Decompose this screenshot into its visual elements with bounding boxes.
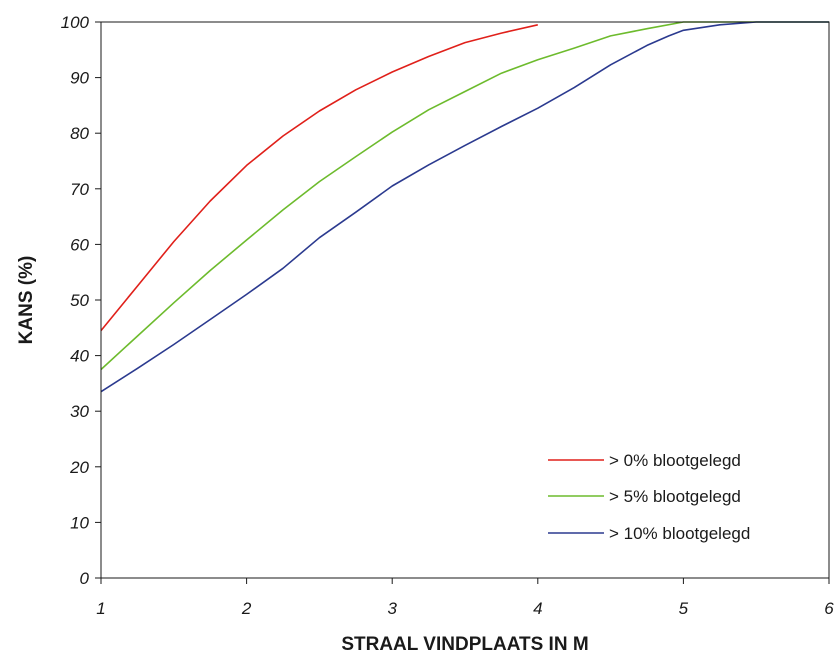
y-tick-label: 60 bbox=[70, 235, 89, 254]
axes bbox=[95, 21, 830, 584]
y-tick-label: 40 bbox=[70, 347, 89, 366]
x-tick-label: 1 bbox=[96, 599, 105, 618]
x-tick-label: 5 bbox=[679, 599, 689, 618]
y-tick-label: 20 bbox=[69, 458, 89, 477]
y-tick-label: 80 bbox=[70, 124, 89, 143]
y-tick-label: 70 bbox=[70, 180, 89, 199]
y-tick-label: 30 bbox=[70, 402, 89, 421]
y-tick-label: 100 bbox=[61, 13, 90, 32]
legend-label: > 0% blootgelegd bbox=[609, 451, 741, 470]
x-tick-label: 3 bbox=[387, 599, 397, 618]
series-line-1 bbox=[100, 24, 538, 332]
plot-area bbox=[100, 21, 829, 393]
legend-label: > 5% blootgelegd bbox=[609, 487, 741, 506]
legend: > 0% blootgelegd > 5% blootgelegd > 10% bl… bbox=[548, 451, 750, 543]
x-tick-label: 6 bbox=[824, 599, 834, 618]
legend-label: > 10% blootgelegd bbox=[609, 524, 750, 543]
x-axis-title: STRAAL VINDPLAATS IN M bbox=[341, 634, 588, 655]
series-line-2 bbox=[100, 21, 829, 371]
y-tick-label: 50 bbox=[70, 291, 89, 310]
series-line-3 bbox=[100, 21, 829, 393]
x-tick-label: 2 bbox=[241, 599, 252, 618]
y-tick-label: 0 bbox=[80, 569, 90, 588]
x-tick-label: 4 bbox=[533, 599, 542, 618]
y-axis-title: KANS (%) bbox=[16, 256, 37, 345]
y-tick-label: 90 bbox=[70, 69, 89, 88]
y-tick-label: 10 bbox=[70, 513, 89, 532]
